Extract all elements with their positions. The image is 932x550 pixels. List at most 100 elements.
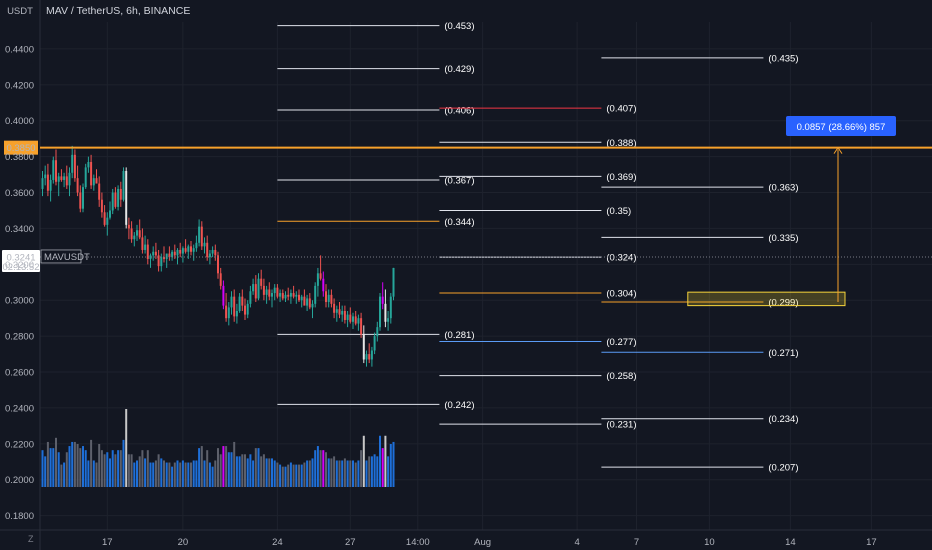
candle-body <box>389 296 392 319</box>
y-tick-label: 0.2600 <box>5 368 34 379</box>
volume-bar <box>41 450 44 487</box>
candle-body <box>303 296 306 306</box>
candle-body <box>87 162 90 168</box>
candle-body <box>365 354 368 360</box>
volume-bar <box>52 448 55 487</box>
candle-body <box>114 192 117 207</box>
y-tick-label: 0.4400 <box>5 44 34 55</box>
x-tick-label: 27 <box>345 537 356 548</box>
volume-bar <box>325 452 327 487</box>
candle-body <box>357 318 360 324</box>
volume-bar <box>341 460 344 487</box>
volume-bar <box>306 460 309 487</box>
volume-bar <box>168 462 171 487</box>
volume-bar <box>146 450 149 487</box>
y-tick-label: 0.3000 <box>5 296 34 307</box>
candle-body <box>384 303 387 322</box>
y-tick-label: 0.4200 <box>5 80 34 91</box>
candle-body <box>279 293 282 297</box>
candle-body <box>71 154 74 173</box>
volume-bar <box>160 458 163 487</box>
candle-body <box>262 285 265 295</box>
candle-body <box>157 255 160 267</box>
y-tick-label: 0.3200 <box>5 260 34 271</box>
x-tick-label: 17 <box>102 537 113 548</box>
candle-body <box>260 278 263 286</box>
volume-bar <box>322 450 325 487</box>
candle-body <box>160 257 163 267</box>
volume-bar <box>165 462 168 487</box>
volume-bar <box>152 462 155 487</box>
candle-body <box>187 246 190 252</box>
candle-body <box>300 296 303 301</box>
candle-body <box>319 273 322 279</box>
candle-body <box>106 217 109 225</box>
volume-bar <box>65 452 68 487</box>
volume-bar <box>154 460 157 487</box>
candle-body <box>316 273 319 286</box>
volume-bar <box>68 446 71 487</box>
candle-body <box>322 278 325 292</box>
candle-body <box>149 255 152 259</box>
fib-level-label: (0.344) <box>444 217 474 228</box>
candle-body <box>190 246 192 252</box>
volume-bar <box>190 462 192 487</box>
volume-bar <box>319 450 322 487</box>
volume-bar <box>130 454 133 487</box>
volume-bar <box>127 454 130 487</box>
candle-body <box>233 296 236 317</box>
y-tick-label: 0.1800 <box>5 511 34 522</box>
candle-body <box>176 249 179 256</box>
volume-bar <box>257 448 260 487</box>
candle-body <box>98 183 101 200</box>
candle-body <box>122 170 125 200</box>
symbol-title[interactable]: MAV / TetherUS, 6h, BINANCE <box>46 5 191 17</box>
volume-bar <box>163 460 165 487</box>
candle-body <box>144 244 147 250</box>
volume-bar <box>79 448 82 487</box>
candle-body <box>225 305 228 319</box>
zoom-button[interactable]: Z <box>28 534 34 544</box>
candle-body <box>387 318 390 322</box>
volume-bar <box>144 458 147 487</box>
volume-bar <box>92 460 95 487</box>
volume-bar <box>368 456 371 487</box>
volume-bar <box>98 444 101 487</box>
volume-bar <box>352 460 354 487</box>
volume-bar <box>203 460 206 487</box>
y-tick-label: 0.2200 <box>5 439 34 450</box>
volume-bar <box>187 462 190 487</box>
candle-body <box>241 296 244 306</box>
volume-bar <box>227 452 230 487</box>
volume-bar <box>192 460 195 487</box>
candle-body <box>311 303 314 308</box>
fib-level-label: (0.453) <box>444 21 474 32</box>
x-axis[interactable]: 17 20 24 27 14:00 Aug 4 7 10 14 17 <box>102 537 877 548</box>
candle-body <box>173 251 176 256</box>
y-axis[interactable]: 0.4400 0.4200 0.4000 0.3800 0.3600 0.3400 0.32… <box>5 44 34 522</box>
volume-bar <box>55 437 57 487</box>
y-tick-label: 0.2800 <box>5 332 34 343</box>
candle-body <box>57 176 60 182</box>
candle-body <box>362 334 365 360</box>
volume-bar <box>211 466 214 487</box>
volume-bar <box>90 439 93 487</box>
volume-bar <box>117 450 120 487</box>
horizontal-level-tag <box>4 140 38 155</box>
candle-body <box>376 327 379 337</box>
volume-bar <box>246 458 249 487</box>
fib-layer: (0.453) (0.429) (0.406) (0.367) (0.344) (0.28… <box>277 21 799 474</box>
volume-bar <box>284 466 287 487</box>
candle-body <box>82 187 84 209</box>
volume-bar <box>109 458 111 487</box>
y-tick-label: 0.2000 <box>5 475 34 486</box>
volume-layer <box>41 409 395 487</box>
volume-bar <box>354 462 357 487</box>
currency-unit[interactable]: USDT <box>7 5 33 17</box>
candle-body <box>76 178 79 193</box>
candle-layer <box>41 145 395 367</box>
y-tick-label: 0.3800 <box>5 152 34 163</box>
candle-body <box>163 257 165 259</box>
candle-body <box>222 285 225 306</box>
